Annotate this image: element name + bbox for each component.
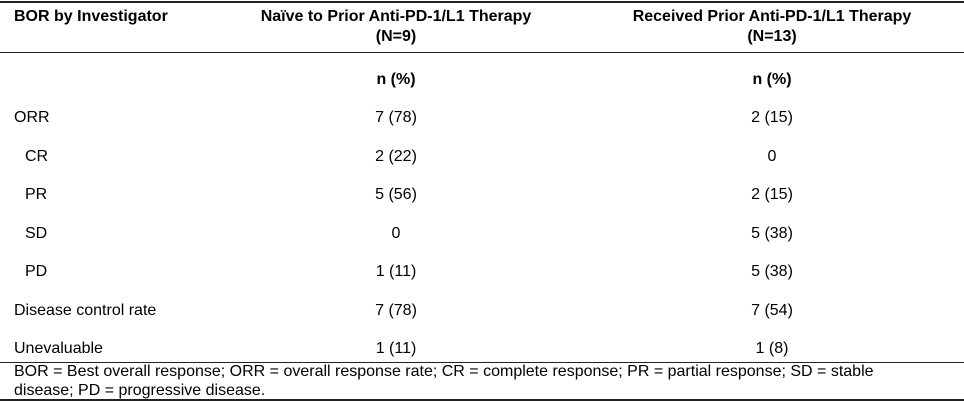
bottom-rule: [0, 362, 964, 363]
cell-value: 7 (78): [375, 302, 417, 319]
footer-rule: [0, 399, 964, 401]
column-header: (N=9): [375, 28, 417, 45]
column-header: Received Prior Anti-PD-1/L1 Therapy: [632, 8, 912, 25]
footnote: disease; PD = progressive disease.: [14, 382, 266, 399]
row-label: PD: [25, 263, 48, 280]
unit-header: n (%): [376, 71, 416, 88]
cell-value: 5 (56): [375, 186, 417, 203]
cell-value: 2 (15): [751, 186, 793, 203]
cell-value: 2 (22): [375, 148, 417, 165]
row-label: Disease control rate: [14, 302, 157, 319]
row-label: PR: [25, 186, 48, 203]
cell-value: 7 (78): [375, 109, 417, 126]
cell-value: 1 (11): [375, 263, 417, 280]
cell-value: 1 (8): [755, 340, 789, 357]
cell-value: 5 (38): [751, 263, 793, 280]
cell-value: 0: [391, 225, 401, 242]
row-label: ORR: [14, 109, 50, 126]
top-rule: [0, 1, 964, 3]
cell-value: 2 (15): [751, 109, 793, 126]
row-label: Unevaluable: [14, 340, 103, 357]
footnote: BOR = Best overall response; ORR = overa…: [14, 363, 874, 380]
cell-value: 0: [767, 148, 777, 165]
row-label: CR: [25, 148, 49, 165]
row-label: SD: [25, 225, 48, 242]
cell-value: 5 (38): [751, 225, 793, 242]
unit-header: n (%): [752, 71, 792, 88]
cell-value: 7 (54): [751, 302, 793, 319]
column-header: BOR by Investigator: [14, 8, 168, 25]
column-header: Naïve to Prior Anti-PD-1/L1 Therapy: [260, 8, 532, 25]
column-header: (N=13): [747, 28, 797, 45]
cell-value: 1 (11): [375, 340, 417, 357]
header-rule: [0, 52, 964, 53]
